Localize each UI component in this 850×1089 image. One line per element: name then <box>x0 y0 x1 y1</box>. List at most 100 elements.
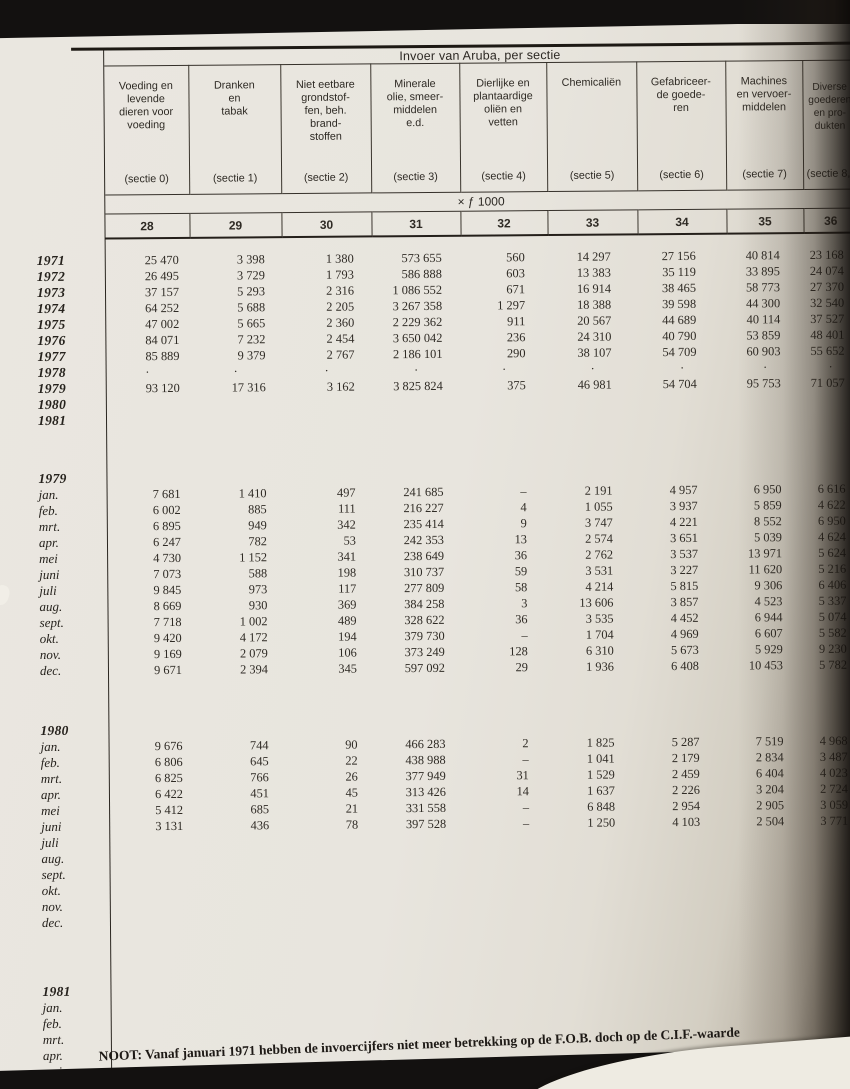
value-cell: 1 055 <box>584 499 613 514</box>
value-cell: 911 <box>507 314 526 329</box>
value-cell: 4 969 <box>670 626 699 641</box>
value-cell: 341 <box>337 549 357 564</box>
value-cell: 5 074 <box>818 609 847 624</box>
value-cell <box>288 998 378 1015</box>
value-cell <box>462 409 549 426</box>
value-cell <box>643 878 732 895</box>
value-cell: 2 834 <box>755 749 784 765</box>
value-cell <box>643 979 732 996</box>
value-cell: 373 249 <box>404 644 445 659</box>
column-header: Dierlijke en plantaardige oliën en vette… <box>459 62 548 193</box>
value-cell: 6 950 <box>753 481 782 497</box>
value-cell: 55 652 <box>810 343 845 358</box>
value-cell: 3 131 <box>155 818 184 833</box>
row-label: feb. <box>36 754 109 772</box>
value-cell: 24 074 <box>809 263 844 278</box>
value-cell: 345 <box>338 661 358 676</box>
row-label: 1980 <box>36 722 109 740</box>
value-cell <box>196 1014 288 1031</box>
value-cell <box>287 865 377 882</box>
value-cell: 117 <box>338 581 357 596</box>
value-cell: · <box>145 364 150 379</box>
value-cell: 5 624 <box>818 545 847 560</box>
value-cell <box>639 392 728 409</box>
value-cell <box>553 879 643 896</box>
value-cell <box>462 393 549 410</box>
stub-cell <box>36 678 109 724</box>
value-cell: · <box>828 359 833 374</box>
value-cell: 35 119 <box>662 264 696 279</box>
value-cell <box>466 863 553 880</box>
value-cell: 2 <box>522 735 529 751</box>
value-cell <box>287 913 377 930</box>
value-cell <box>287 897 377 914</box>
value-cell: 2 504 <box>756 813 785 829</box>
value-cell <box>732 978 809 995</box>
value-cell <box>728 391 805 408</box>
value-cell: – <box>522 751 529 767</box>
value-cell: 106 <box>338 645 357 660</box>
value-cell: 3 729 <box>236 268 265 283</box>
value-cell <box>809 877 850 893</box>
row-label: nov. <box>37 898 110 916</box>
value-cell: 949 <box>248 518 267 533</box>
value-cell: 5 582 <box>818 625 847 640</box>
value-cell: 33 895 <box>745 264 780 279</box>
value-cell: 586 888 <box>401 266 442 281</box>
value-cell: 4 622 <box>817 497 846 512</box>
value-cell <box>283 395 373 412</box>
value-cell: 58 <box>514 579 528 595</box>
value-cell: 277 809 <box>404 580 445 595</box>
value-cell <box>111 1015 196 1032</box>
value-cell: 48 401 <box>810 327 845 342</box>
column-number: 31 <box>371 211 461 237</box>
row-label: juli <box>35 582 108 600</box>
value-cell: 242 353 <box>403 532 445 547</box>
value-cell: 2 459 <box>671 766 700 781</box>
row-label: mrt. <box>34 518 107 536</box>
row-label: aug. <box>37 850 110 868</box>
value-cell <box>373 410 462 427</box>
column-sectie-label: (sectie 0) <box>124 173 169 186</box>
value-cell: · <box>590 361 595 376</box>
value-cell <box>378 1013 467 1030</box>
value-cell <box>464 719 551 736</box>
value-cell <box>549 409 639 426</box>
value-cell: 2 762 <box>585 547 614 562</box>
value-cell: 3 937 <box>669 498 698 513</box>
value-cell <box>110 898 195 915</box>
stub-cell <box>31 50 104 67</box>
value-cell <box>373 468 462 485</box>
row-label: sept. <box>37 866 110 884</box>
value-cell: 40 114 <box>746 312 781 327</box>
value-cell: 21 <box>345 801 359 816</box>
value-cell: 27 156 <box>661 248 696 263</box>
value-cell <box>805 407 850 423</box>
stub-cell <box>32 195 105 215</box>
column-header-label: Minerale olie, smeer- middelen e.d. <box>386 77 444 130</box>
value-cell <box>286 833 376 850</box>
value-cell: 2 186 101 <box>392 346 443 362</box>
value-cell <box>466 980 553 997</box>
value-cell: 2 205 <box>326 299 355 314</box>
value-cell: 6 404 <box>755 765 784 781</box>
value-cell: 8 669 <box>153 598 182 613</box>
value-cell: 53 <box>343 533 357 548</box>
spacer-cell <box>108 673 850 723</box>
value-cell <box>549 393 639 410</box>
value-cell: 9 379 <box>237 348 266 363</box>
value-cell: 3 059 <box>820 797 849 812</box>
value-cell: 7 519 <box>755 733 784 749</box>
value-cell: 9 845 <box>153 582 182 597</box>
value-cell: 54 709 <box>662 344 697 359</box>
value-cell <box>283 411 373 428</box>
row-label: 1978 <box>33 364 106 382</box>
value-cell: 5 782 <box>819 657 848 672</box>
value-cell <box>467 1012 554 1029</box>
value-cell <box>731 829 808 846</box>
value-cell <box>376 848 465 865</box>
value-cell: 6 310 <box>585 643 614 658</box>
row-label: dec. <box>35 662 109 680</box>
column-header: Gefabriceer- de goede- ren (sectie 6) <box>636 61 727 191</box>
